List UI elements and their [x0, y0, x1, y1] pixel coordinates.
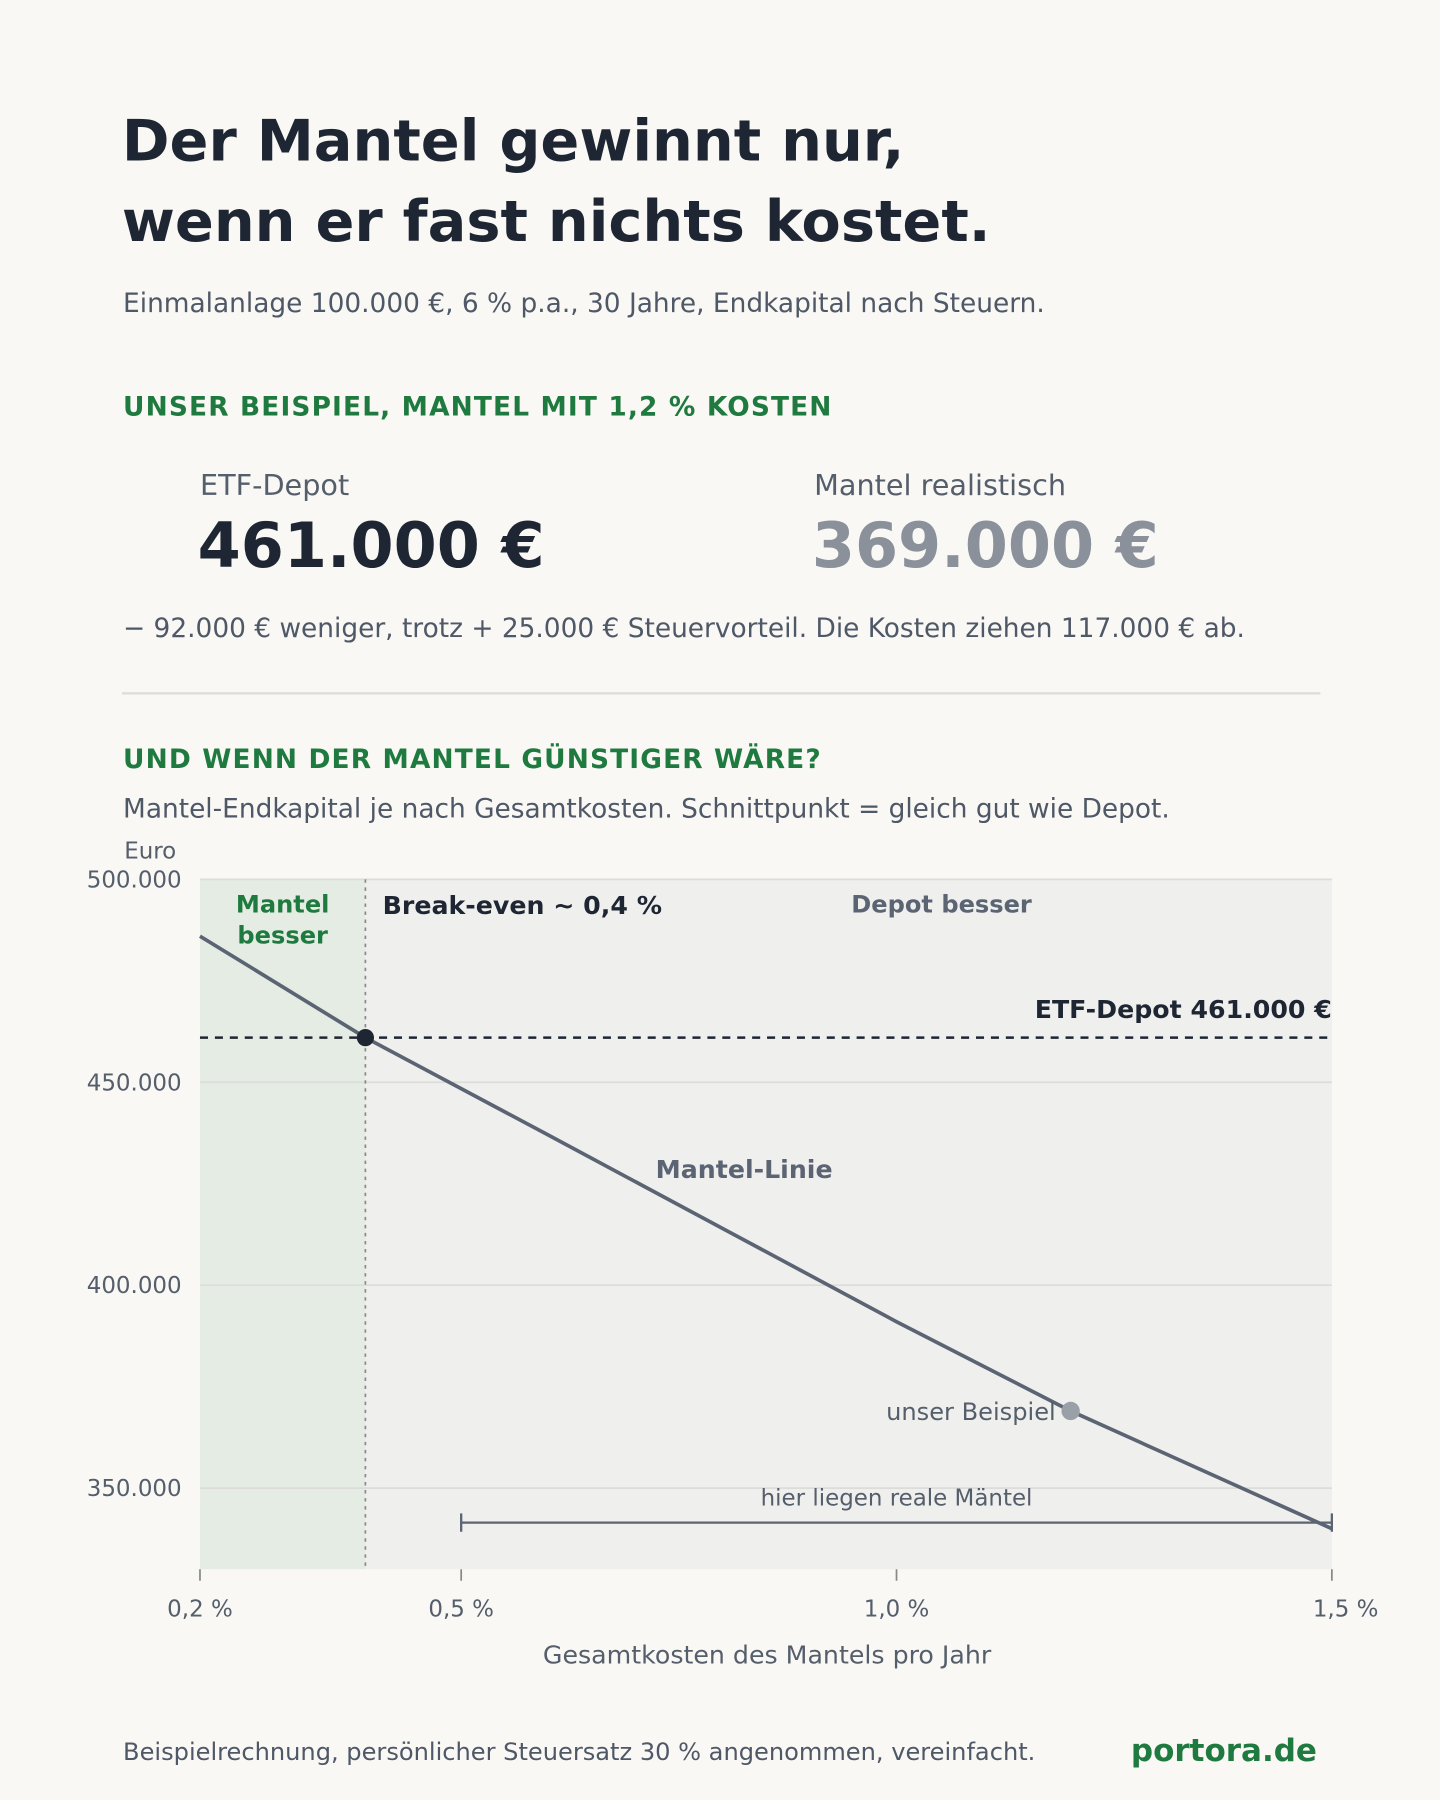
range-label: hier liegen reale Mäntel: [761, 1485, 1033, 1511]
region-label: besser: [237, 922, 328, 950]
region: [365, 879, 1332, 1570]
title: wenn er fast nichts kostet.: [122, 188, 991, 255]
brand: portora.de: [1131, 1733, 1317, 1769]
section-heading: UND WENN DER MANTEL GÜNSTIGER WÄRE?: [123, 742, 822, 775]
reference-label: ETF-Depot 461.000 €: [1035, 995, 1332, 1024]
break-even-point: [356, 1029, 375, 1047]
footer-note: Beispielrechnung, persönlicher Steuersat…: [123, 1738, 1035, 1766]
stat-value: 369.000 €: [812, 509, 1159, 582]
highlight-label: unser Beispiel: [886, 1398, 1056, 1426]
region-label: Depot besser: [851, 891, 1032, 919]
subheading: Mantel-Endkapital je nach Gesamtkosten. …: [123, 793, 1170, 824]
x-axis-label: Gesamtkosten des Mantels pro Jahr: [543, 1640, 992, 1669]
stat-label: ETF-Depot: [200, 468, 349, 502]
x-tick-label: 1,0 %: [864, 1596, 930, 1622]
region: [199, 879, 366, 1570]
section-heading: UNSER BEISPIEL, MANTEL MIT 1,2 % KOSTEN: [123, 392, 832, 423]
x-tick-label: 1,5 %: [1313, 1596, 1379, 1622]
stat-value: 461.000 €: [198, 509, 545, 582]
title: Der Mantel gewinnt nur,: [122, 108, 905, 175]
subtitle: Einmalanlage 100.000 €, 6 % p.a., 30 Jah…: [123, 288, 1045, 319]
region-label: Mantel: [236, 891, 330, 919]
y-tick-label: 350.000: [87, 1476, 182, 1502]
x-tick-label: 0,5 %: [428, 1596, 494, 1622]
x-tick-label: 0,2 %: [167, 1596, 233, 1622]
y-tick-label: 450.000: [87, 1070, 182, 1096]
series-label: Mantel-Linie: [656, 1155, 833, 1184]
highlight-point: [1061, 1401, 1080, 1421]
stat-label: Mantel realistisch: [814, 468, 1066, 502]
y-tick-label: 500.000: [87, 867, 182, 893]
y-axis-label: Euro: [124, 839, 176, 865]
break-even-label: Break-even ~ 0,4 %: [383, 891, 662, 920]
note: − 92.000 € weniger, trotz + 25.000 € Ste…: [123, 613, 1245, 644]
y-tick-label: 400.000: [87, 1273, 182, 1299]
